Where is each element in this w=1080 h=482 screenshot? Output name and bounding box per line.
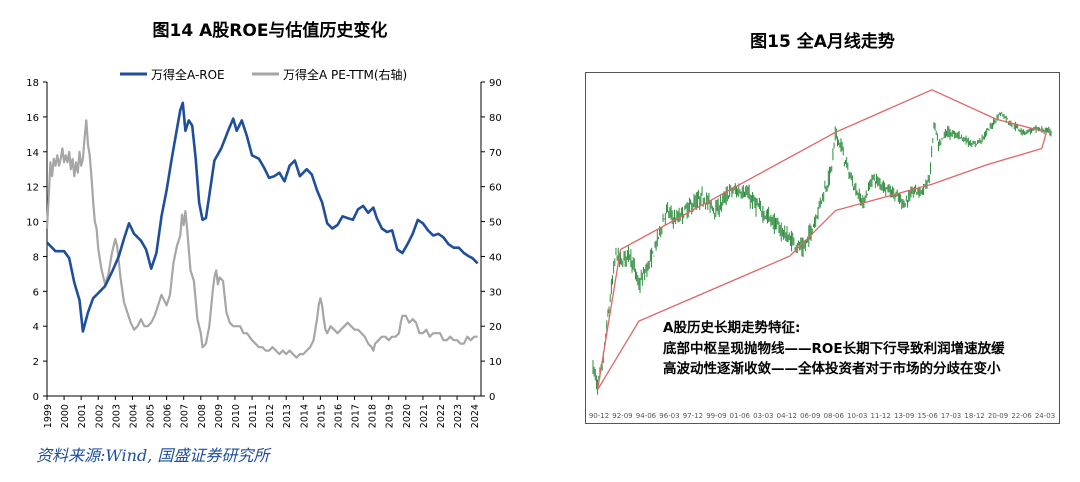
x-tick-label: 2008 [197,404,208,428]
right-tick-label: 10 [489,357,502,368]
x-tick-label: 03-03 [753,412,773,420]
x-tick-label: 1999 [43,404,54,428]
x-tick-label: 2005 [146,404,157,428]
x-tick-label: 2002 [94,404,105,428]
x-tick-label: 2014 [299,404,310,428]
legend-pe-label: 万得全A PE-TTM(右轴) [283,67,407,82]
right-tick-label: 50 [489,218,502,229]
roe-pe-chart: 万得全A-ROE 万得全A PE-TTM(右轴) 0 2 4 6 8 10 12 14 16 18… [26,67,501,428]
x-tick-label: 22-06 [1011,412,1032,420]
x-tick-label: 20-09 [988,412,1008,420]
annotation-line2: 高波动性逐渐收敛——全体投资者对于市场的分歧在变小 [663,360,1001,377]
x-tick-label: 2011 [248,404,259,428]
x-tick-label: 2012 [265,404,276,428]
x-tick-label: 2019 [385,404,396,428]
right-tick-label: 90 [489,78,502,89]
x-tick-label: 2006 [163,404,174,428]
x-tick-label: 2004 [128,404,139,428]
left-tick-label: 4 [33,322,39,333]
figure15-title: 图15 全A月线走势 [750,32,895,52]
x-tick-label: 2024 [470,404,481,428]
x-tick-label: 15-06 [917,412,938,420]
x-tick-label: 2017 [351,404,362,428]
x-tick-label: 2000 [60,404,71,428]
x-tick-label: 18-12 [964,412,984,420]
left-tick-label: 12 [26,183,39,194]
legend: 万得全A-ROE 万得全A PE-TTM(右轴) [120,67,407,82]
x-tick-label: 97-12 [683,412,703,420]
frame [585,72,1060,424]
annotation-line1: 底部中枢呈现抛物线——ROE长期下行导致利润增速放缓 [663,340,1005,357]
left-tick-label: 14 [26,148,39,159]
monthly-trend-chart: 90-12 92-09 94-06 96-03 97-12 99-09 01-06 03-03… [585,72,1060,424]
channel-lower [597,147,1042,391]
pe-series-line [45,119,478,359]
x-tick-label: 2007 [180,404,191,428]
x-tick-label: 06-09 [800,412,820,420]
right-tick-label: 30 [489,287,502,298]
x-tick-label: 2013 [282,404,293,428]
x-tick-label: 08-06 [824,412,845,420]
x-tick-label: 2020 [402,404,413,428]
legend-roe-label: 万得全A-ROE [151,67,225,82]
x-tick-label: 01-06 [730,412,751,420]
right-tick-label: 0 [489,392,495,403]
x-tick-label: 2023 [453,404,464,428]
x-tick-label: 96-03 [659,412,679,420]
left-tick-label: 8 [33,252,39,263]
source-note: 资料来源:Wind, 国盛证券研究所 [36,446,270,465]
x-tick-label: 2021 [419,404,430,428]
channel-start [596,249,622,390]
right-tick-label: 60 [489,183,502,194]
annotation-heading: A股历史长期走势特征: [663,319,800,336]
x-tick-label: 10-03 [847,412,867,420]
x-tick-label: 2018 [368,404,379,428]
x-tick-label: 11-12 [871,412,891,420]
x-tick-label: 99-09 [706,412,726,420]
x-tick-label: 2015 [316,404,327,428]
x-tick-label: 2001 [77,404,88,428]
x-tick-label: 04-12 [777,412,797,420]
plot-area: 0 2 4 6 8 10 12 14 16 18 0 10 20 30 40 50 60 70 80 90 1999 20… [26,78,501,428]
annotation-box: A股历史长期走势特征: 底部中枢呈现抛物线——ROE长期下行导致利润增速放缓 高… [663,319,1005,377]
left-tick-label: 0 [33,392,39,403]
x-tick-label: 2009 [214,404,225,428]
right-tick-label: 40 [489,252,502,263]
right-tick-label: 20 [489,322,502,333]
x-tick-label: 92-09 [612,412,632,420]
x-tick-label: 17-03 [941,412,961,420]
x-tick-label: 90-12 [589,412,609,420]
channel-upper [620,89,1047,251]
right-tick-label: 80 [489,113,502,124]
x-tick-label: 94-06 [636,412,657,420]
left-tick-label: 2 [33,357,39,368]
kline-area: 90-12 92-09 94-06 96-03 97-12 99-09 01-06 03-03… [589,89,1055,420]
left-tick-label: 6 [33,287,39,298]
channel-end [1041,131,1048,149]
x-tick-label: 2022 [436,404,447,428]
roe-series-line [46,101,479,333]
left-tick-label: 16 [26,113,39,124]
left-tick-label: 10 [26,218,39,229]
x-tick-label: 13-09 [894,412,914,420]
x-tick-label: 24-03 [1035,412,1055,420]
right-tick-label: 70 [489,148,502,159]
x-tick-label: 2016 [333,404,344,428]
x-tick-label: 2010 [231,404,242,428]
x-tick-label: 2003 [111,404,122,428]
left-tick-label: 18 [26,78,39,89]
figure14-title: 图14 A股ROE与估值历史变化 [152,21,388,41]
